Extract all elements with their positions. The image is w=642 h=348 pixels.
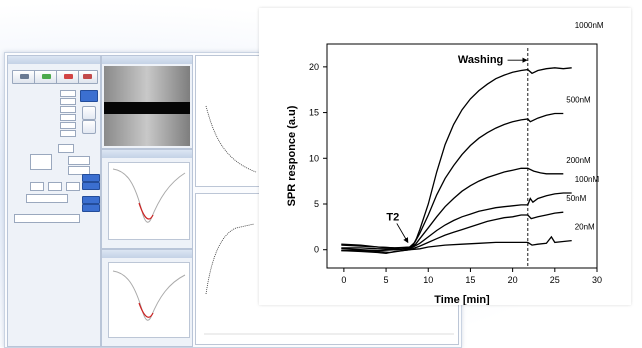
action-button[interactable] — [82, 204, 100, 212]
y-tick-label: 0 — [314, 245, 319, 255]
series-label: 100nM — [575, 175, 600, 184]
series-label: 20nM — [575, 223, 595, 232]
control-panel — [7, 55, 101, 347]
refresh-button[interactable] — [82, 106, 96, 120]
toolbar-button-4[interactable] — [78, 70, 98, 84]
spectrum-panel-2-titlebar — [102, 250, 192, 258]
option-box[interactable] — [68, 166, 90, 175]
spectrum-plot-1 — [108, 162, 190, 240]
series-line — [341, 167, 564, 249]
camera-panel — [101, 55, 193, 149]
setting-row[interactable] — [14, 106, 82, 113]
toolbar-button-1[interactable] — [12, 70, 38, 84]
series-label: 200nM — [566, 156, 591, 165]
series-label: 50nM — [566, 194, 586, 203]
y-tick-label: 5 — [314, 199, 319, 209]
control-panel-titlebar — [8, 56, 100, 64]
spectrum-plot-2 — [108, 262, 190, 338]
camera-panel-titlebar — [102, 56, 192, 64]
trace-plot-top — [195, 55, 261, 187]
run-button[interactable] — [82, 174, 100, 182]
annotation-label: Washing — [458, 54, 503, 66]
input-box[interactable] — [14, 214, 80, 223]
annotation-arrow — [396, 223, 409, 244]
spr-chart: 0 5 10 15 20 25 30 0 5 10 15 20 Time [min] SPR respon… — [286, 21, 604, 306]
trace-curve-bottom — [204, 223, 454, 335]
toolbar-button-3[interactable] — [56, 70, 82, 84]
spectrum-panel-1 — [101, 149, 193, 249]
spectrum-panel-2 — [101, 249, 193, 347]
option-box[interactable] — [66, 182, 80, 191]
chart-card: 0 5 10 15 20 25 30 0 5 10 15 20 Time [min] SPR respon… — [259, 8, 631, 306]
x-axis-label: Time [min] — [434, 294, 490, 305]
action-button[interactable] — [82, 196, 100, 204]
x-tick-label: 5 — [384, 275, 389, 285]
option-box[interactable] — [30, 154, 52, 170]
run-button[interactable] — [82, 182, 100, 190]
y-axis-label: SPR responce (a.u) — [286, 105, 298, 206]
x-tick-label: 0 — [341, 275, 346, 285]
x-tick-label: 10 — [423, 275, 433, 285]
spectrum-curve-1 — [112, 168, 186, 223]
x-tick-label: 15 — [465, 275, 475, 285]
x-tick-label: 30 — [592, 275, 602, 285]
y-tick-label: 10 — [309, 153, 319, 163]
series-line — [341, 67, 572, 250]
tool-button[interactable] — [82, 120, 96, 134]
series-line — [341, 112, 564, 249]
x-tick-label: 20 — [508, 275, 518, 285]
y-tick-label: 20 — [309, 62, 319, 72]
apply-button[interactable] — [80, 90, 98, 102]
setting-row[interactable] — [14, 130, 82, 137]
camera-dark-band — [104, 102, 190, 114]
x-tick-label: 25 — [550, 275, 560, 285]
y-tick-label: 15 — [309, 108, 319, 118]
series-line — [341, 192, 572, 252]
trace-curve-top — [205, 105, 257, 173]
option-box[interactable] — [68, 156, 90, 165]
plot-frame — [326, 43, 598, 269]
setting-row[interactable] — [14, 122, 82, 129]
series-label: 500nM — [566, 95, 591, 104]
option-box[interactable] — [48, 182, 62, 191]
annotation-label: T2 — [386, 211, 399, 223]
series-line — [341, 235, 572, 254]
setting-row[interactable] — [14, 90, 82, 97]
setting-row[interactable] — [14, 114, 82, 121]
spectrum-panel-1-titlebar — [102, 150, 192, 158]
setting-row[interactable] — [14, 98, 82, 105]
option-box[interactable] — [30, 182, 44, 191]
input-box[interactable] — [26, 194, 68, 203]
series-label: 1000nM — [575, 21, 604, 30]
spectrum-curve-2 — [112, 270, 186, 321]
mode-select[interactable] — [58, 144, 74, 153]
